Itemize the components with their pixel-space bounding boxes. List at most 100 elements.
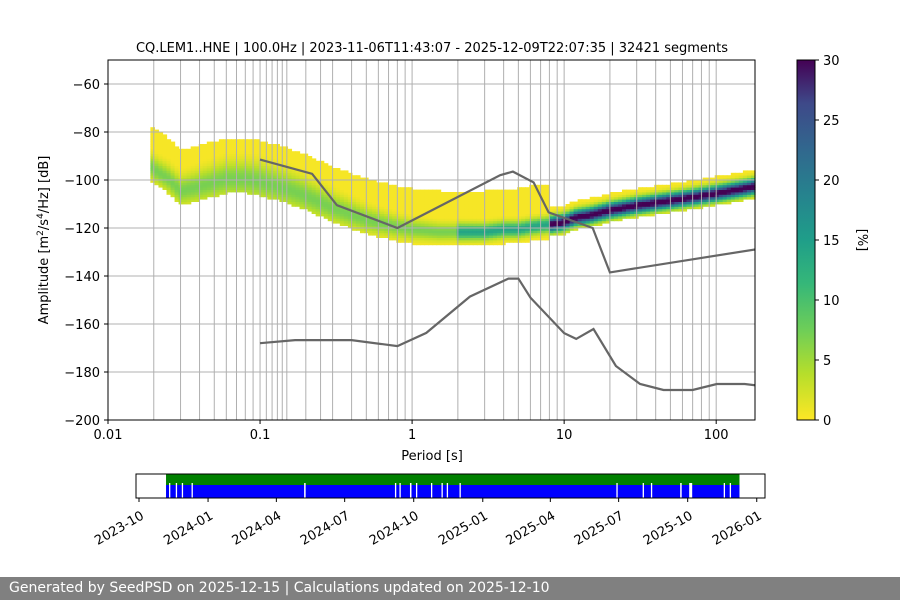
heatmap-cell bbox=[488, 237, 494, 241]
heatmap-cell bbox=[214, 168, 220, 171]
heatmap-cell bbox=[255, 156, 260, 159]
heatmap-cell bbox=[432, 230, 438, 234]
heatmap-cell bbox=[327, 165, 333, 169]
heatmap-cell bbox=[384, 232, 389, 236]
heatmap-cell bbox=[319, 163, 325, 166]
heatmap-cell bbox=[621, 201, 627, 205]
heatmap-cell bbox=[170, 144, 176, 147]
heatmap-cell bbox=[247, 182, 252, 186]
heatmap-cell bbox=[372, 194, 377, 198]
heatmap-cell bbox=[613, 196, 619, 200]
heatmap-cell bbox=[380, 235, 385, 238]
heatmap-cell bbox=[428, 235, 434, 238]
heatmap-cell bbox=[206, 160, 212, 164]
heatmap-cell bbox=[488, 232, 494, 236]
heatmap-cell bbox=[186, 172, 192, 176]
heatmap-cell bbox=[384, 201, 389, 205]
heatmap-cell bbox=[517, 211, 522, 214]
heatmap-cell bbox=[190, 196, 196, 200]
heatmap-cell bbox=[472, 192, 478, 195]
heatmap-cell bbox=[162, 146, 168, 150]
heatmap-cell bbox=[537, 213, 542, 217]
heatmap-cell bbox=[174, 172, 180, 176]
heatmap-cell bbox=[513, 204, 518, 207]
heatmap-cell bbox=[380, 211, 385, 214]
heatmap-cell bbox=[210, 180, 216, 183]
heatmap-cell bbox=[609, 211, 615, 214]
heatmap-cell bbox=[404, 206, 409, 210]
heatmap-cell bbox=[239, 146, 244, 150]
heatmap-cell bbox=[420, 218, 426, 222]
heatmap-cell bbox=[529, 199, 534, 202]
heatmap-cell bbox=[210, 177, 216, 181]
heatmap-cell bbox=[347, 223, 353, 226]
heatmap-cell bbox=[601, 196, 607, 200]
heatmap-cell bbox=[452, 230, 458, 234]
heatmap-cell bbox=[154, 172, 160, 176]
heatmap-cell bbox=[601, 199, 607, 202]
heatmap-cell bbox=[291, 153, 297, 157]
heatmap-cell bbox=[154, 156, 160, 159]
heatmap-cell bbox=[533, 225, 538, 229]
heatmap-cell bbox=[670, 182, 675, 186]
heatmap-cell bbox=[452, 211, 458, 214]
heatmap-cell bbox=[734, 175, 740, 178]
heatmap-cell bbox=[239, 172, 244, 176]
heatmap-cell bbox=[323, 172, 329, 176]
y-axis-ticks: −200−180−160−140−120−100−80−60 bbox=[64, 78, 108, 429]
heatmap-cell bbox=[166, 172, 172, 176]
heatmap-cell bbox=[448, 220, 454, 224]
heatmap-cell bbox=[658, 201, 663, 205]
heatmap-cell bbox=[150, 134, 156, 138]
heatmap-cell bbox=[158, 168, 164, 171]
heatmap-cell bbox=[436, 235, 442, 238]
heatmap-cell bbox=[327, 187, 333, 190]
heatmap-cell bbox=[247, 180, 252, 183]
heatmap-cell bbox=[299, 199, 305, 202]
heatmap-cell bbox=[368, 230, 373, 234]
heatmap-cell bbox=[658, 196, 663, 200]
heatmap-cell bbox=[323, 175, 329, 178]
heatmap-cell bbox=[734, 177, 740, 181]
heatmap-cell bbox=[525, 232, 530, 236]
heatmap-cell bbox=[323, 199, 329, 202]
heatmap-cell bbox=[621, 206, 627, 210]
heatmap-cell bbox=[291, 182, 297, 186]
heatmap-cell bbox=[307, 189, 313, 193]
heatmap-cell bbox=[589, 216, 595, 219]
heatmap-cell bbox=[210, 160, 216, 164]
heatmap-cell bbox=[202, 177, 208, 181]
heatmap-cell bbox=[569, 216, 575, 219]
heatmap-cell bbox=[416, 232, 422, 236]
heatmap-cell bbox=[400, 240, 405, 243]
heatmap-cell bbox=[750, 194, 756, 198]
heatmap-cell bbox=[372, 196, 377, 200]
heatmap-cell bbox=[347, 220, 353, 224]
heatmap-cell bbox=[545, 194, 551, 198]
heatmap-cell bbox=[259, 182, 264, 186]
heatmap-cell bbox=[537, 184, 542, 188]
heatmap-cell bbox=[355, 180, 361, 183]
heatmap-cell bbox=[299, 172, 305, 176]
heatmap-cell bbox=[194, 160, 200, 164]
heatmap-cell bbox=[480, 211, 486, 214]
heatmap-cell bbox=[315, 182, 321, 186]
heatmap-cell bbox=[650, 199, 655, 202]
heatmap-cell bbox=[654, 208, 659, 212]
timeline-gap bbox=[181, 483, 184, 498]
heatmap-cell bbox=[380, 232, 385, 236]
heatmap-cell bbox=[424, 242, 430, 246]
heatmap-cell bbox=[226, 158, 232, 162]
heatmap-cell bbox=[714, 196, 720, 200]
heatmap-cell bbox=[226, 187, 232, 190]
heatmap-cell bbox=[565, 204, 571, 207]
heatmap-cell bbox=[601, 213, 607, 217]
heatmap-cell bbox=[670, 194, 675, 198]
heatmap-cell bbox=[626, 216, 631, 219]
heatmap-cell bbox=[335, 196, 341, 200]
heatmap-cell bbox=[424, 237, 430, 241]
heatmap-cell bbox=[541, 235, 546, 238]
heatmap-cell bbox=[380, 194, 385, 198]
heatmap-cell bbox=[460, 230, 466, 234]
heatmap-cell bbox=[662, 206, 667, 210]
